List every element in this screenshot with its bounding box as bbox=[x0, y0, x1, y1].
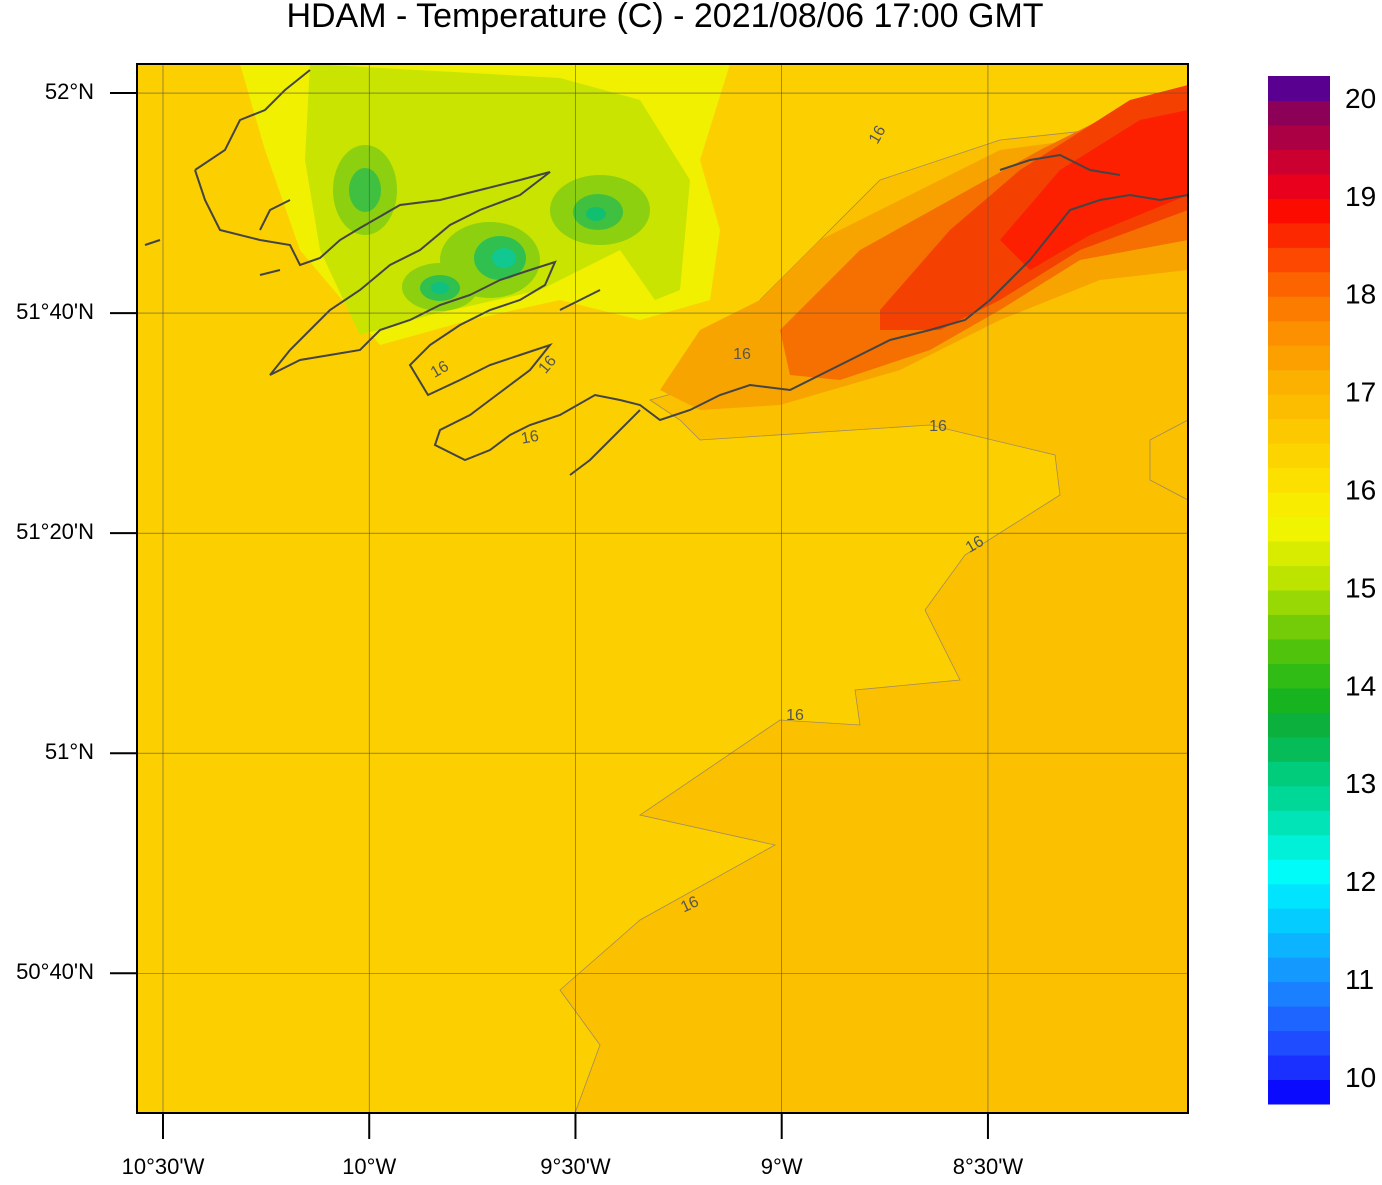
colorbar-tick-label: 14 bbox=[1345, 670, 1376, 701]
contour-label: 16 bbox=[786, 707, 804, 724]
contour-label: 16 bbox=[866, 123, 890, 147]
colorbar-band bbox=[1268, 883, 1330, 909]
colorbar-band bbox=[1268, 541, 1330, 567]
colorbar-band bbox=[1268, 736, 1330, 762]
colorbar-band bbox=[1268, 149, 1330, 175]
colorbar-tick-label: 19 bbox=[1345, 181, 1376, 212]
colorbar-band bbox=[1268, 1055, 1330, 1081]
colorbar-band bbox=[1268, 638, 1330, 664]
colorbar-band bbox=[1268, 320, 1330, 346]
colorbar-band bbox=[1268, 1030, 1330, 1056]
colorbar-band bbox=[1268, 908, 1330, 934]
colorbar-tick-label: 11 bbox=[1345, 964, 1374, 995]
colorbar-band bbox=[1268, 100, 1330, 126]
colorbar-band bbox=[1268, 394, 1330, 420]
colorbar-band bbox=[1268, 247, 1330, 273]
colorbar-band bbox=[1268, 614, 1330, 640]
colorbar-tick-label: 16 bbox=[1345, 474, 1376, 505]
colorbar-band bbox=[1268, 76, 1330, 101]
lat-tick-label: 51°20'N bbox=[16, 519, 94, 544]
colorbar-tick-label: 12 bbox=[1345, 866, 1376, 897]
colorbar-band bbox=[1268, 516, 1330, 542]
lat-tick-label: 51°N bbox=[45, 739, 94, 764]
contour-label: 16 bbox=[733, 346, 751, 363]
contour-label: 16 bbox=[678, 893, 701, 916]
colorbar-tick-label: 20 bbox=[1345, 83, 1376, 114]
lon-tick-label: 10°30'W bbox=[122, 1154, 205, 1179]
graticule bbox=[137, 64, 1188, 1113]
colorbar-tick-label: 18 bbox=[1345, 279, 1376, 310]
colorbar-band bbox=[1268, 859, 1330, 885]
colorbar-band bbox=[1268, 1079, 1330, 1105]
colorbar-band bbox=[1268, 443, 1330, 469]
colorbar-band bbox=[1268, 467, 1330, 493]
lon-tick-label: 8°30'W bbox=[953, 1154, 1024, 1179]
lon-tick-label: 10°W bbox=[342, 1154, 396, 1179]
axes: 10°30'W 10°W 9°30'W 9°W 8°30'W 52°N 51°40'N 51°… bbox=[16, 79, 1023, 1179]
lon-tick-label: 9°30'W bbox=[540, 1154, 611, 1179]
colorbar-band bbox=[1268, 492, 1330, 518]
colorbar-band bbox=[1268, 932, 1330, 958]
colorbar-band bbox=[1268, 369, 1330, 395]
contour-label: 16 bbox=[520, 428, 541, 448]
colorbar-band bbox=[1268, 198, 1330, 224]
colorbar-band bbox=[1268, 296, 1330, 322]
colorbar-tick-label: 10 bbox=[1345, 1062, 1376, 1093]
colorbar-band bbox=[1268, 834, 1330, 860]
contour-label: 16 bbox=[929, 418, 947, 435]
contour-label: 16 bbox=[963, 533, 987, 557]
colorbar-band bbox=[1268, 124, 1330, 150]
colorbar-band bbox=[1268, 663, 1330, 689]
colorbar-band bbox=[1268, 565, 1330, 591]
colorbar-band bbox=[1268, 712, 1330, 738]
colorbar-band bbox=[1268, 761, 1330, 787]
colorbar: 10 11 12 13 14 15 16 17 18 19 20 bbox=[1268, 76, 1376, 1105]
colorbar-band bbox=[1268, 590, 1330, 615]
colorbar-band bbox=[1268, 687, 1330, 713]
colorbar-band bbox=[1268, 957, 1330, 983]
contour-label: 16 bbox=[428, 358, 452, 382]
colorbar-band bbox=[1268, 418, 1330, 444]
lat-tick-label: 52°N bbox=[45, 79, 94, 104]
colorbar-band bbox=[1268, 173, 1330, 199]
colorbar-band bbox=[1268, 222, 1330, 248]
colorbar-band bbox=[1268, 810, 1330, 836]
title: HDAM - Temperature (C) - 2021/08/06 17:0… bbox=[286, 0, 1043, 35]
lat-tick-label: 51°40'N bbox=[16, 299, 94, 324]
colorbar-tick-label: 13 bbox=[1345, 768, 1376, 799]
colorbar-tick-label: 15 bbox=[1345, 572, 1376, 603]
colorbar-band bbox=[1268, 785, 1330, 811]
colorbar-band bbox=[1268, 345, 1330, 371]
colorbar-band bbox=[1268, 1006, 1330, 1032]
colorbar-band bbox=[1268, 271, 1330, 297]
colorbar-tick-label: 17 bbox=[1345, 377, 1376, 408]
lon-tick-label: 9°W bbox=[761, 1154, 803, 1179]
colorbar-band bbox=[1268, 981, 1330, 1007]
lat-tick-label: 50°40'N bbox=[16, 959, 94, 984]
map-frame bbox=[136, 63, 1189, 1114]
